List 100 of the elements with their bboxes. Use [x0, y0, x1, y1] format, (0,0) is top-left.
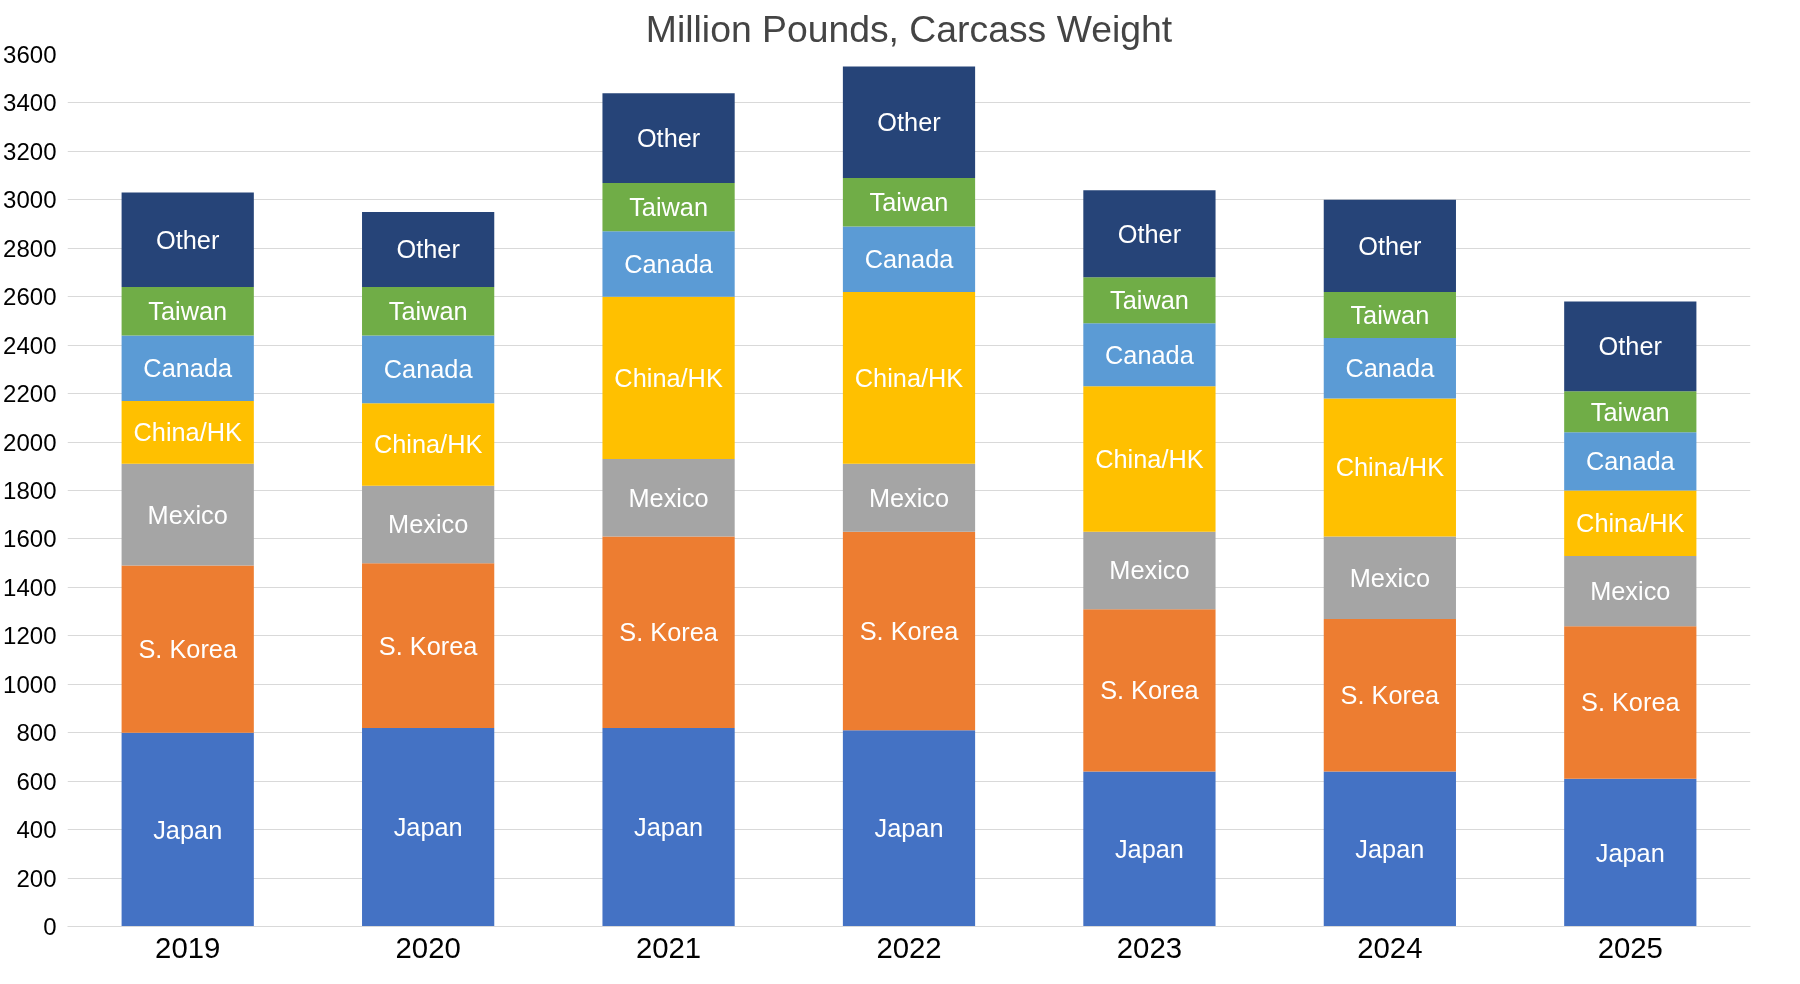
text: Japan: [1355, 834, 1425, 863]
bar: [1323, 536, 1456, 619]
bar: [1564, 778, 1697, 927]
bar: [602, 459, 735, 537]
bar: [602, 182, 735, 232]
series-label: Other: [396, 235, 461, 264]
bar: [1564, 555, 1697, 627]
text: Mexico: [1590, 577, 1671, 606]
bar: [121, 192, 254, 288]
y-tick-label: 1400: [3, 573, 57, 601]
series-label: S. Korea: [378, 631, 479, 660]
y-tick-label: 2200: [3, 380, 57, 408]
bar: [1083, 190, 1216, 278]
text: Taiwan: [148, 297, 228, 326]
bar: [602, 296, 735, 460]
text: Taiwan: [388, 297, 468, 326]
text: Taiwan: [629, 193, 708, 222]
text: Japan: [393, 813, 463, 842]
text: Mexico: [147, 500, 228, 529]
y-tick-label: 3600: [3, 41, 57, 68]
bar: [1564, 301, 1697, 392]
bar: [121, 463, 254, 566]
series-label: Japan: [153, 815, 223, 844]
bar: [1083, 323, 1216, 387]
bar: [121, 732, 254, 927]
text: Other: [636, 124, 701, 153]
text: China/HK: [614, 363, 723, 392]
text: Canada: [624, 250, 713, 279]
x-tick-label: 2019: [155, 930, 221, 964]
bar: [1323, 199, 1456, 292]
text: China/HK: [1576, 509, 1685, 538]
series-label: Canada: [1585, 447, 1676, 476]
text: Canada: [864, 245, 954, 274]
y-tick-label: 0: [43, 913, 57, 940]
bar: [1323, 398, 1456, 537]
text: Mexico: [1349, 563, 1430, 592]
text: China/HK: [373, 430, 483, 459]
bar: [602, 536, 735, 728]
series-label: Mexico: [868, 483, 950, 512]
x-tick-label: 2024: [1357, 930, 1423, 964]
y-tick-label: 3400: [3, 89, 57, 117]
bar: [602, 727, 735, 927]
text: Canada: [1105, 340, 1194, 369]
text: S. Korea: [1340, 681, 1440, 710]
bar: [1083, 531, 1216, 610]
x-tick-label: 2020: [395, 930, 461, 964]
text: Mexico: [388, 510, 469, 539]
text: S. Korea: [1100, 676, 1199, 705]
text: S. Korea: [619, 618, 718, 647]
text: Other: [877, 108, 941, 137]
y-tick-label: 1800: [3, 477, 57, 504]
x-tick-label: 2022: [876, 930, 942, 964]
bar: [1083, 609, 1216, 772]
y-tick-label: 3000: [3, 186, 57, 214]
y-tick-label: 1600: [3, 525, 57, 553]
bar: [362, 485, 495, 564]
text: Mexico: [1109, 556, 1190, 585]
text: China/HK: [854, 363, 964, 392]
y-tick-label: 2600: [3, 283, 57, 311]
text: Japan: [874, 814, 944, 843]
bar: [842, 291, 976, 464]
bar: [362, 211, 495, 288]
text: Japan: [1114, 834, 1184, 863]
text: S. Korea: [1581, 688, 1680, 717]
text: Japan: [1595, 838, 1665, 867]
y-tick-label: 1000: [3, 670, 57, 698]
y-tick-label: 800: [16, 719, 57, 747]
text: China/HK: [133, 418, 242, 447]
text: Japan: [634, 813, 704, 842]
bar: [842, 66, 976, 179]
bar: [362, 335, 495, 404]
text: Other: [1358, 231, 1422, 260]
bar: [1323, 337, 1456, 399]
bar: [602, 93, 735, 183]
bar: [1564, 432, 1697, 491]
text: Canada: [143, 354, 233, 383]
bar: [842, 226, 976, 292]
bar: [362, 727, 495, 927]
bar: [121, 335, 254, 401]
y-tick-label: 200: [16, 864, 57, 892]
series-label: Taiwan: [1590, 397, 1670, 426]
chart-title: Million Pounds, Carcass Weight: [645, 7, 1173, 50]
bar: [1323, 618, 1456, 772]
text: Taiwan: [869, 188, 949, 217]
text: Other: [1117, 219, 1182, 248]
bar: [842, 463, 976, 532]
x-tick-label: 2023: [1116, 930, 1183, 964]
series-label: China/HK: [1095, 445, 1204, 474]
text: China/HK: [1335, 453, 1445, 482]
text: S. Korea: [138, 635, 237, 664]
text: Canada: [383, 355, 473, 384]
bar: [602, 231, 735, 297]
text: Mexico: [628, 483, 709, 512]
bar: [842, 531, 976, 731]
text: Other: [1598, 332, 1662, 361]
bar: [362, 403, 495, 486]
bar: [1323, 771, 1456, 927]
x-tick-label: 2021: [635, 930, 702, 964]
x-tick-label: 2025: [1597, 930, 1663, 964]
bar: [1564, 626, 1697, 779]
